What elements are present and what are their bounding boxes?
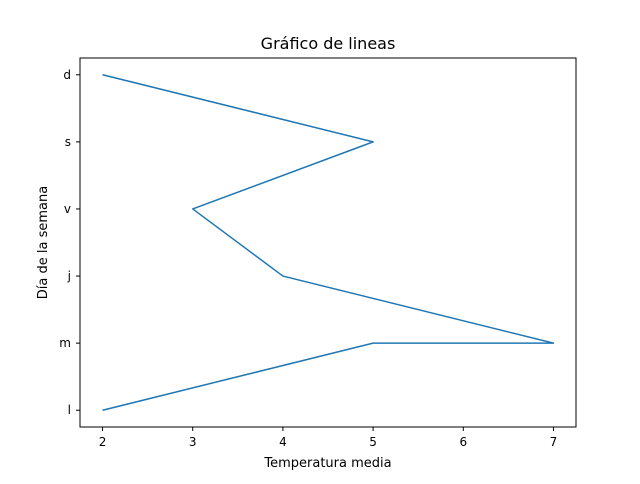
- plot-frame: [79, 57, 577, 428]
- x-tick-label: 5: [369, 435, 377, 449]
- y-tick-label: s: [65, 135, 71, 149]
- x-tick-label: 4: [279, 435, 287, 449]
- series-line: [102, 74, 555, 411]
- x-axis-label: Temperatura media: [263, 456, 391, 471]
- x-tick-label: 3: [189, 435, 197, 449]
- y-axis-label: Día de la semana: [36, 186, 51, 299]
- plot-series: [102, 74, 555, 411]
- y-tick-label: j: [67, 269, 71, 283]
- x-tick-label: 7: [550, 435, 558, 449]
- y-tick-label: l: [68, 403, 71, 417]
- y-tick-label: v: [64, 202, 71, 216]
- y-tick-label: d: [63, 68, 71, 82]
- x-axis: 2 3 4 5 6 7: [99, 427, 558, 449]
- chart-title: Gráfico de lineas: [261, 34, 396, 53]
- x-tick-label: 2: [99, 435, 107, 449]
- y-tick-label: m: [59, 336, 71, 350]
- x-tick-label: 6: [459, 435, 467, 449]
- y-axis: l m j v s d: [59, 68, 80, 417]
